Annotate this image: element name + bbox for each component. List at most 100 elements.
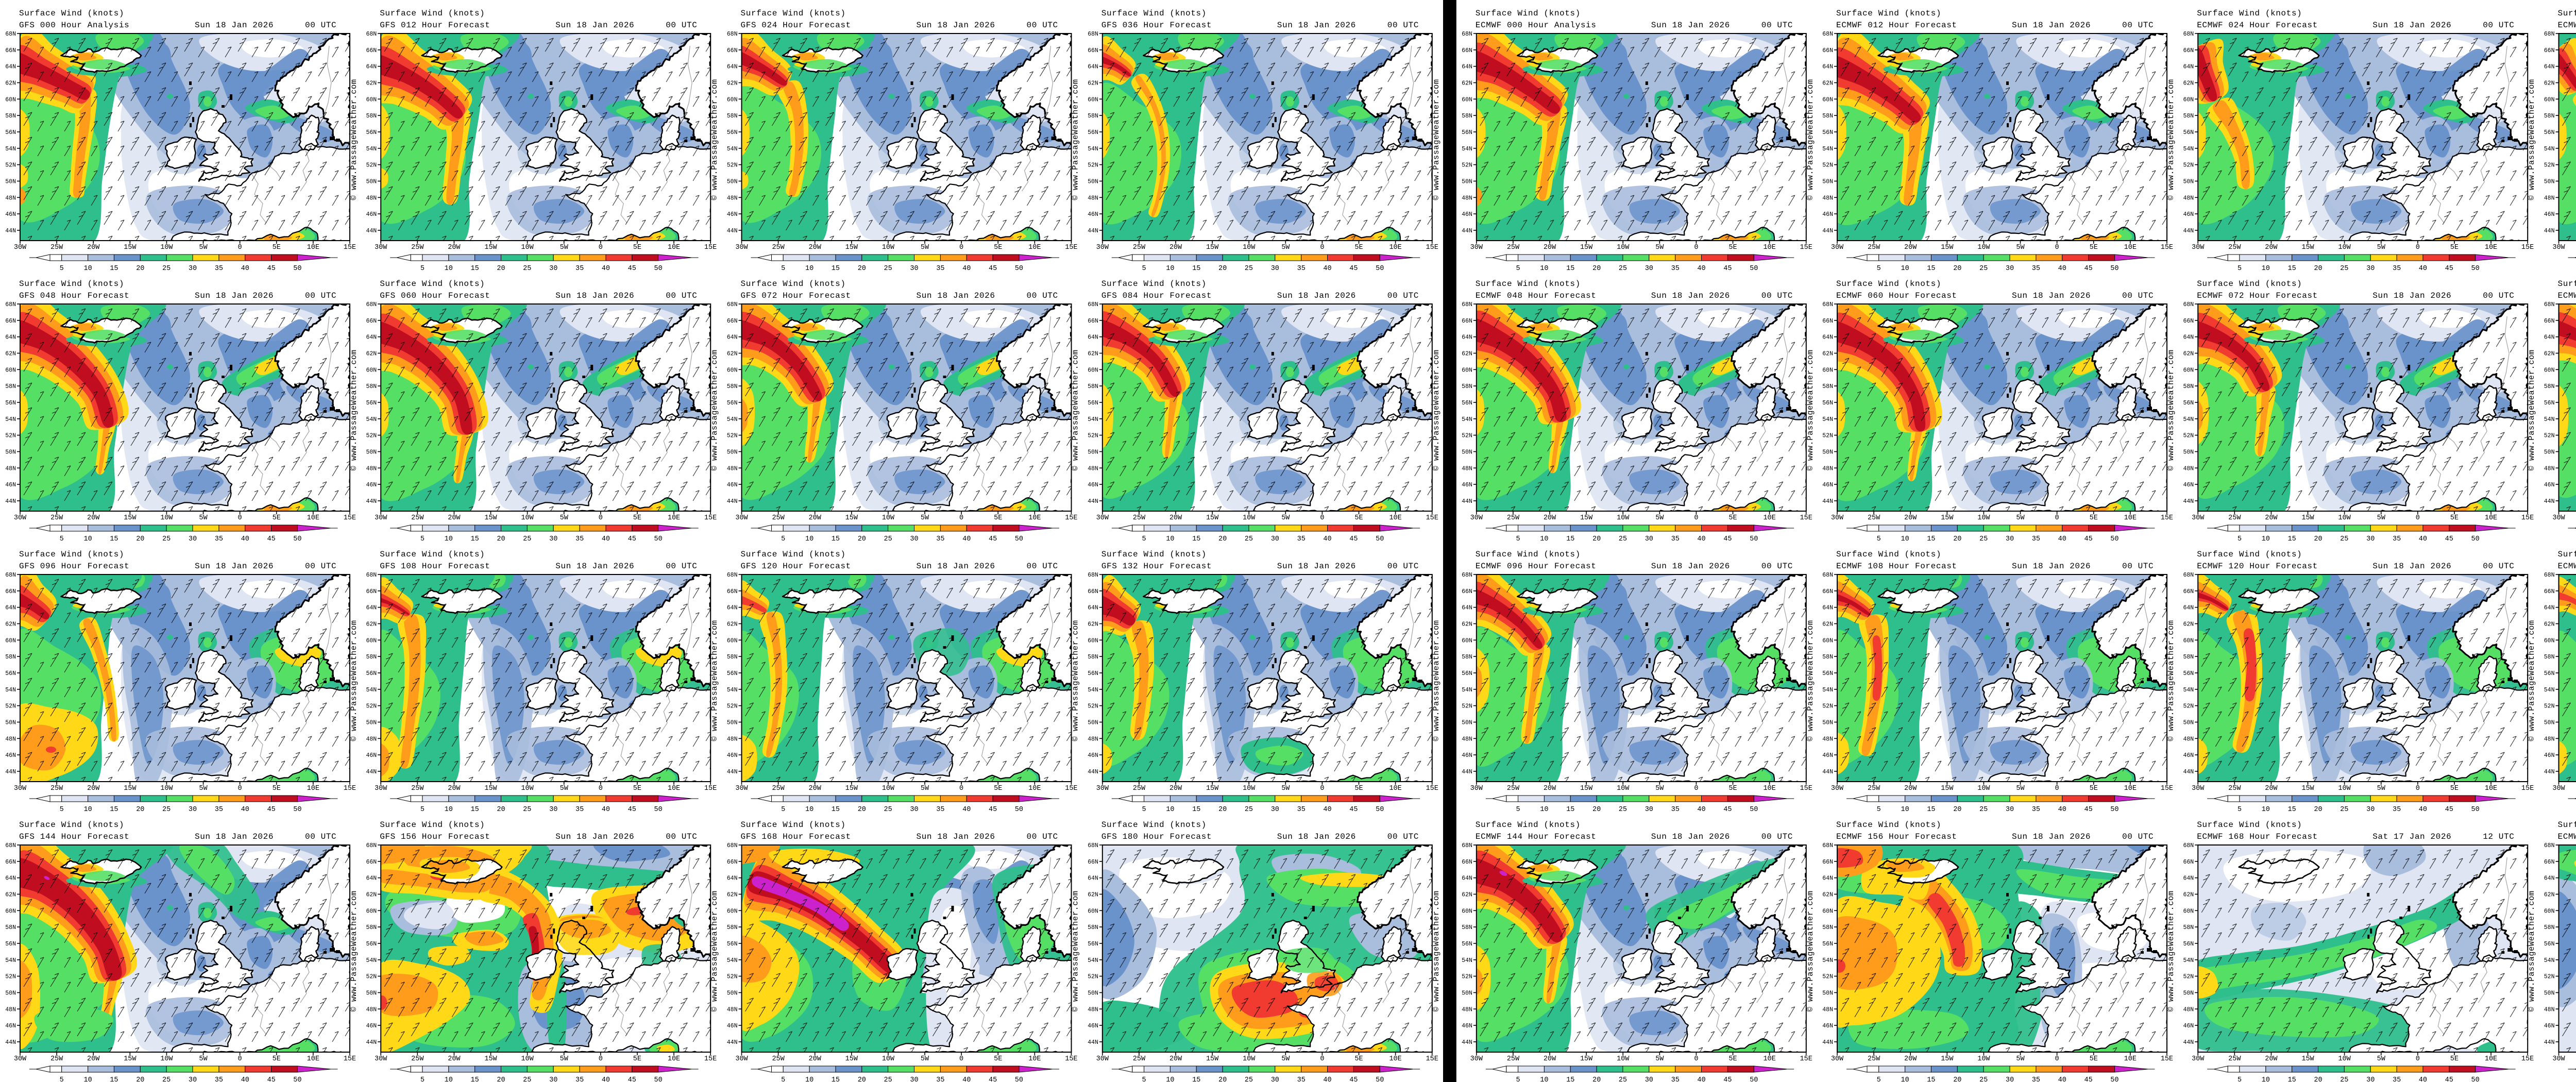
svg-text:Surface Wind (knots): Surface Wind (knots) [1476,550,1581,559]
svg-text:Sun 18 Jan 2026: Sun 18 Jan 2026 [917,562,995,571]
svg-text:Sun 18 Jan 2026: Sun 18 Jan 2026 [2012,21,2091,30]
svg-text:00 UTC: 00 UTC [1027,832,1058,841]
svg-text:ECMWF 120 Hour Forecast: ECMWF 120 Hour Forecast [2197,562,2318,571]
svg-text:Surface Wind (knots): Surface Wind (knots) [380,820,485,830]
svg-text:GFS 168 Hour Forecast: GFS 168 Hour Forecast [741,832,851,841]
svg-text:00 UTC: 00 UTC [2122,562,2154,571]
svg-text:Surface Wind (knots): Surface Wind (knots) [1101,9,1207,18]
svg-text:Sun 18 Jan 2026: Sun 18 Jan 2026 [2372,562,2451,571]
svg-text:Surface Wind (knots): Surface Wind (knots) [2558,9,2576,18]
svg-text:GFS 108 Hour Forecast: GFS 108 Hour Forecast [380,562,490,571]
svg-text:Sun 18 Jan 2026: Sun 18 Jan 2026 [917,832,995,841]
svg-text:GFS 084 Hour Forecast: GFS 084 Hour Forecast [1101,291,1212,300]
svg-text:Surface Wind (knots): Surface Wind (knots) [1101,550,1207,559]
svg-text:Surface Wind (knots): Surface Wind (knots) [2558,279,2576,289]
svg-text:Sun 18 Jan 2026: Sun 18 Jan 2026 [2012,291,2091,300]
svg-text:Sun 18 Jan 2026: Sun 18 Jan 2026 [1277,21,1356,30]
svg-text:00 UTC: 00 UTC [2483,291,2514,300]
svg-text:GFS 036 Hour Forecast: GFS 036 Hour Forecast [1101,21,1212,30]
svg-text:00 UTC: 00 UTC [305,832,336,841]
svg-text:Sun 18 Jan 2026: Sun 18 Jan 2026 [195,832,274,841]
svg-text:ECMWF 084 Hour Forecast: ECMWF 084 Hour Forecast [2558,291,2576,300]
svg-text:00 UTC: 00 UTC [2122,291,2154,300]
svg-text:ECMWF 180 Hour Forecast: ECMWF 180 Hour Forecast [2558,832,2576,841]
svg-text:00 UTC: 00 UTC [1027,291,1058,300]
svg-text:Surface Wind (knots): Surface Wind (knots) [2558,550,2576,559]
svg-text:Sun 18 Jan 2026: Sun 18 Jan 2026 [195,291,274,300]
svg-text:Surface Wind (knots): Surface Wind (knots) [1101,820,1207,830]
svg-text:GFS 072 Hour Forecast: GFS 072 Hour Forecast [741,291,851,300]
svg-text:Sun 18 Jan 2026: Sun 18 Jan 2026 [1651,291,1730,300]
svg-text:Sun 18 Jan 2026: Sun 18 Jan 2026 [1651,562,1730,571]
svg-text:GFS 156 Hour Forecast: GFS 156 Hour Forecast [380,832,490,841]
svg-text:00 UTC: 00 UTC [305,562,336,571]
svg-text:Sun 18 Jan 2026: Sun 18 Jan 2026 [555,562,634,571]
svg-text:00 UTC: 00 UTC [1761,291,1793,300]
svg-text:Surface Wind (knots): Surface Wind (knots) [1476,279,1581,289]
svg-text:00 UTC: 00 UTC [666,562,697,571]
svg-text:Sat 17 Jan 2026: Sat 17 Jan 2026 [2372,832,2451,841]
svg-text:00 UTC: 00 UTC [2122,832,2154,841]
svg-text:Surface Wind (knots): Surface Wind (knots) [1101,279,1207,289]
svg-text:00 UTC: 00 UTC [1027,562,1058,571]
svg-text:Sun 18 Jan 2026: Sun 18 Jan 2026 [555,291,634,300]
svg-text:GFS 144 Hour Forecast: GFS 144 Hour Forecast [19,832,129,841]
svg-text:00 UTC: 00 UTC [305,291,336,300]
svg-text:00 UTC: 00 UTC [1387,562,1419,571]
svg-text:Sun 18 Jan 2026: Sun 18 Jan 2026 [2012,562,2091,571]
svg-text:Surface Wind (knots): Surface Wind (knots) [2197,9,2302,18]
svg-text:Sun 18 Jan 2026: Sun 18 Jan 2026 [917,291,995,300]
svg-text:Surface Wind (knots): Surface Wind (knots) [1836,279,1941,289]
svg-text:Sun 18 Jan 2026: Sun 18 Jan 2026 [917,21,995,30]
svg-text:Surface Wind (knots): Surface Wind (knots) [1836,550,1941,559]
svg-text:Sun 18 Jan 2026: Sun 18 Jan 2026 [2372,21,2451,30]
svg-text:ECMWF 072 Hour Forecast: ECMWF 072 Hour Forecast [2197,291,2318,300]
svg-text:Surface Wind (knots): Surface Wind (knots) [1476,9,1581,18]
svg-text:GFS 060 Hour Forecast: GFS 060 Hour Forecast [380,291,490,300]
svg-text:GFS 120 Hour Forecast: GFS 120 Hour Forecast [741,562,851,571]
svg-text:Sun 18 Jan 2026: Sun 18 Jan 2026 [2372,291,2451,300]
svg-text:ECMWF 108 Hour Forecast: ECMWF 108 Hour Forecast [1836,562,1957,571]
svg-text:GFS 048 Hour Forecast: GFS 048 Hour Forecast [19,291,129,300]
svg-text:Sun 18 Jan 2026: Sun 18 Jan 2026 [2012,832,2091,841]
svg-text:Sun 18 Jan 2026: Sun 18 Jan 2026 [555,832,634,841]
svg-text:Sun 18 Jan 2026: Sun 18 Jan 2026 [1277,832,1356,841]
svg-text:00 UTC: 00 UTC [666,21,697,30]
svg-text:Sun 18 Jan 2026: Sun 18 Jan 2026 [1277,562,1356,571]
svg-text:GFS 096 Hour Forecast: GFS 096 Hour Forecast [19,562,129,571]
svg-text:00 UTC: 00 UTC [666,832,697,841]
svg-text:ECMWF 000 Hour Analysis: ECMWF 000 Hour Analysis [1476,21,1597,30]
svg-text:ECMWF 156 Hour Forecast: ECMWF 156 Hour Forecast [1836,832,1957,841]
svg-text:Surface Wind (knots): Surface Wind (knots) [1836,820,1941,830]
svg-text:00 UTC: 00 UTC [2483,21,2514,30]
svg-text:GFS 024 Hour Forecast: GFS 024 Hour Forecast [741,21,851,30]
svg-text:ECMWF 060 Hour Forecast: ECMWF 060 Hour Forecast [1836,291,1957,300]
svg-text:Surface Wind (knots): Surface Wind (knots) [19,279,124,289]
svg-text:GFS 012 Hour Forecast: GFS 012 Hour Forecast [380,21,490,30]
svg-text:00 UTC: 00 UTC [666,291,697,300]
svg-text:ECMWF 144 Hour Forecast: ECMWF 144 Hour Forecast [1476,832,1597,841]
svg-text:GFS 132 Hour Forecast: GFS 132 Hour Forecast [1101,562,1212,571]
svg-text:Surface Wind (knots): Surface Wind (knots) [741,550,846,559]
svg-text:Surface Wind (knots): Surface Wind (knots) [19,820,124,830]
svg-text:Surface Wind (knots): Surface Wind (knots) [741,279,846,289]
svg-text:00 UTC: 00 UTC [1387,832,1419,841]
svg-text:00 UTC: 00 UTC [2483,562,2514,571]
svg-text:Sun 18 Jan 2026: Sun 18 Jan 2026 [195,21,274,30]
svg-text:00 UTC: 00 UTC [2122,21,2154,30]
svg-text:Surface Wind (knots): Surface Wind (knots) [19,9,124,18]
svg-text:Sun 18 Jan 2026: Sun 18 Jan 2026 [555,21,634,30]
svg-text:00 UTC: 00 UTC [1761,832,1793,841]
svg-text:Sun 18 Jan 2026: Sun 18 Jan 2026 [1277,291,1356,300]
svg-text:Surface Wind (knots): Surface Wind (knots) [2197,820,2302,830]
svg-text:Surface Wind (knots): Surface Wind (knots) [741,820,846,830]
svg-text:ECMWF 036 Hour Forecast: ECMWF 036 Hour Forecast [2558,21,2576,30]
svg-text:Surface Wind (knots): Surface Wind (knots) [2197,279,2302,289]
svg-text:ECMWF 168 Hour Forecast: ECMWF 168 Hour Forecast [2197,832,2318,841]
svg-text:Surface Wind (knots): Surface Wind (knots) [380,550,485,559]
svg-text:Sun 18 Jan 2026: Sun 18 Jan 2026 [195,562,274,571]
svg-text:Surface Wind (knots): Surface Wind (knots) [380,9,485,18]
svg-text:00 UTC: 00 UTC [1387,291,1419,300]
svg-text:Surface Wind (knots): Surface Wind (knots) [741,9,846,18]
svg-text:00 UTC: 00 UTC [1761,21,1793,30]
